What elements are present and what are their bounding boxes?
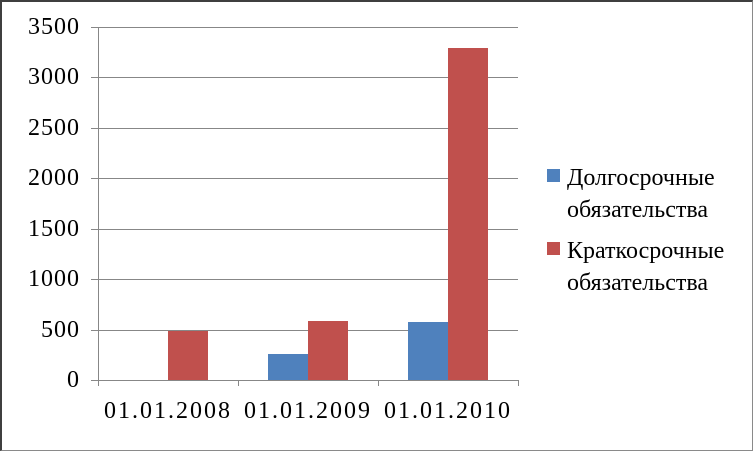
y-tick xyxy=(91,228,98,230)
bar-series-1-cat-1 xyxy=(308,320,348,380)
y-tick-label: 3000 xyxy=(28,64,80,91)
y-tick-label: 2000 xyxy=(28,165,80,192)
legend-swatch-icon xyxy=(547,242,560,255)
legend-label: Долгосрочные обязательства xyxy=(567,165,715,223)
x-axis-line xyxy=(98,380,518,381)
legend-label: Краткосрочные обязательства xyxy=(567,238,725,296)
x-tick xyxy=(98,380,99,386)
y-tick xyxy=(91,329,98,331)
bar-series-0-cat-1 xyxy=(268,353,308,380)
y-tick-label: 500 xyxy=(41,316,80,343)
y-tick-label: 2500 xyxy=(28,114,80,141)
y-tick xyxy=(91,27,98,28)
y-tick-label: 1000 xyxy=(28,266,80,293)
y-tick-label: 3500 xyxy=(28,14,80,40)
gridline xyxy=(98,77,518,79)
legend-swatch-icon xyxy=(547,169,560,182)
x-tick xyxy=(378,380,379,386)
y-tick xyxy=(91,127,98,129)
y-tick xyxy=(91,279,98,281)
gridline xyxy=(98,279,518,281)
bar-series-1-cat-0 xyxy=(168,330,208,380)
bar-series-0-cat-2 xyxy=(408,322,448,380)
y-tick-label: 0 xyxy=(67,367,80,393)
y-tick xyxy=(91,178,98,180)
legend: Долгосрочные обязательства Краткосрочные … xyxy=(547,162,752,308)
x-tick-label: 01.01.2010 xyxy=(384,398,512,424)
gridline xyxy=(98,178,518,180)
gridline xyxy=(98,27,518,28)
y-axis-line xyxy=(98,27,99,380)
x-tick xyxy=(518,380,519,386)
y-tick xyxy=(91,77,98,79)
x-tick xyxy=(238,380,239,386)
legend-entry-1: Краткосрочные обязательства xyxy=(547,235,752,299)
gridline xyxy=(98,127,518,129)
y-tick xyxy=(91,380,98,381)
x-tick-label: 01.01.2009 xyxy=(244,398,372,424)
gridline xyxy=(98,228,518,230)
legend-entry-0: Долгосрочные обязательства xyxy=(547,162,752,226)
bar-series-1-cat-2 xyxy=(448,48,488,380)
y-tick-label: 1500 xyxy=(28,215,80,242)
x-tick-label: 01.01.2008 xyxy=(104,398,232,424)
